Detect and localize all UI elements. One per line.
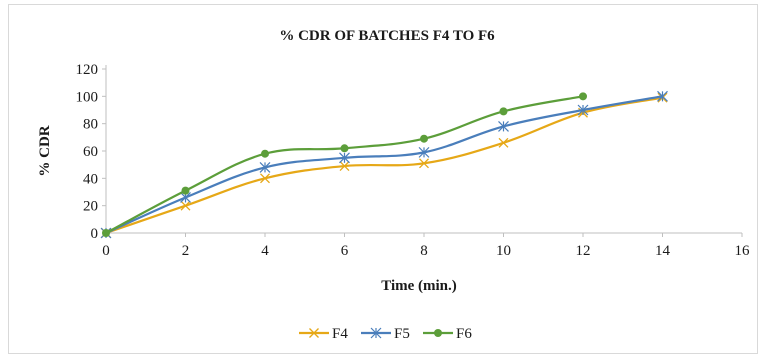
data-point-f5 — [418, 146, 430, 158]
x-tick-label: 2 — [182, 243, 190, 259]
series-line-f4 — [105, 96, 663, 235]
tick-labels: 0 20 40 60 80 100 120 0 2 4 6 8 10 12 14 16 — [76, 62, 751, 259]
data-point-f6 — [181, 186, 190, 195]
data-point-f4 — [339, 161, 350, 171]
series-line-f6 — [105, 95, 584, 234]
legend-label: F4 — [332, 326, 348, 342]
y-tick-label: 100 — [76, 89, 99, 105]
data-point-f5 — [259, 161, 271, 173]
y-tick-label: 60 — [83, 144, 98, 160]
y-axis-label: % CDR — [37, 125, 53, 176]
x-tick-label: 14 — [655, 243, 671, 259]
data-point-f5 — [498, 120, 509, 132]
data-point-f4 — [498, 137, 509, 148]
series-f4 — [101, 92, 668, 238]
data-point-f6 — [499, 107, 508, 116]
data-point-f4 — [419, 158, 429, 169]
series-line-f5 — [105, 95, 663, 235]
chart-title: % CDR OF BATCHES F4 TO F6 — [279, 28, 495, 44]
x-tick-label: 6 — [341, 243, 349, 259]
x-tick-label: 16 — [735, 243, 751, 259]
legend-item-f6: F6 — [423, 326, 472, 342]
data-point-f6 — [579, 92, 587, 101]
x-tick-label: 8 — [420, 243, 428, 259]
data-point-f5 — [339, 152, 350, 164]
series-f6 — [102, 92, 587, 237]
legend: F4 F5 F6 — [299, 326, 472, 342]
data-point-f6 — [261, 149, 269, 158]
x-tick-label: 4 — [261, 243, 269, 259]
legend-marker — [370, 327, 382, 339]
legend-item-f4: F4 — [299, 326, 348, 342]
legend-label: F5 — [394, 326, 410, 342]
data-point-f5 — [657, 90, 668, 102]
data-point-f6 — [102, 229, 110, 237]
x-axis-label: Time (min.) — [381, 278, 457, 294]
legend-marker — [434, 329, 442, 337]
legend-marker — [309, 328, 319, 338]
data-point-f6 — [420, 134, 428, 143]
y-tick-label: 20 — [83, 199, 98, 215]
y-tick-label: 0 — [91, 226, 99, 242]
chart-frame: % CDR OF BATCHES F4 TO F6 % CDR Time (mi… — [8, 4, 758, 354]
legend-label: F6 — [456, 326, 472, 342]
axes — [102, 65, 743, 237]
data-point-f4 — [180, 200, 191, 211]
series-group — [100, 90, 668, 239]
y-tick-label: 120 — [76, 62, 99, 78]
data-point-f6 — [340, 144, 349, 153]
chart-svg: % CDR OF BATCHES F4 TO F6 % CDR Time (mi… — [37, 28, 751, 342]
x-tick-label: 12 — [576, 243, 591, 259]
y-tick-label: 40 — [83, 171, 98, 187]
data-point-f4 — [260, 173, 270, 184]
x-tick-label: 10 — [496, 243, 511, 259]
y-axis-label-group: % CDR — [37, 125, 53, 176]
legend-item-f5: F5 — [361, 326, 410, 342]
data-point-f5 — [577, 104, 589, 116]
x-tick-label: 0 — [102, 243, 110, 259]
y-tick-label: 80 — [83, 117, 98, 133]
